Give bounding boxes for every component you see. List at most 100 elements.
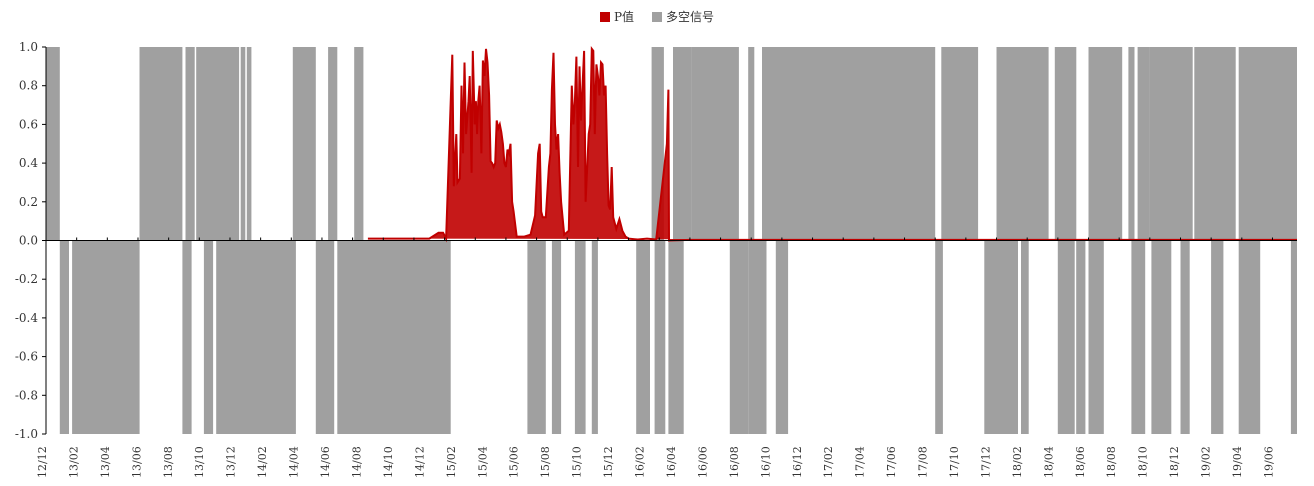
signal-bar xyxy=(1238,47,1297,241)
y-tick-label: 0.2 xyxy=(19,195,38,209)
signal-bar xyxy=(1290,240,1297,434)
x-tick-label: 14/12 xyxy=(413,446,426,478)
y-tick-label: 1.0 xyxy=(19,40,38,54)
signal-bar xyxy=(1088,240,1104,434)
signal-bar xyxy=(527,240,546,434)
x-tick-label: 16/12 xyxy=(791,446,804,478)
legend-label-p-value: P值 xyxy=(613,10,635,24)
signal-bar xyxy=(1057,240,1075,434)
signal-bar xyxy=(1131,240,1146,434)
legend-swatch-signal xyxy=(652,11,663,22)
legend-item-signal: 多空信号 xyxy=(652,8,714,25)
x-tick-label: 18/10 xyxy=(1137,446,1150,478)
signal-bar xyxy=(1211,240,1224,434)
signal-bar xyxy=(984,240,1018,434)
x-tick-label: 14/08 xyxy=(350,446,363,478)
signal-bar xyxy=(72,240,140,434)
signal-bar xyxy=(748,47,755,241)
signal-bar xyxy=(337,240,451,434)
x-tick-label: 13/02 xyxy=(67,446,80,478)
x-tick-label: 17/04 xyxy=(854,446,867,478)
signal-bar xyxy=(935,240,943,434)
signal-bar xyxy=(1088,47,1123,241)
x-tick-label: 15/10 xyxy=(571,446,584,478)
x-tick-label: 16/10 xyxy=(759,446,772,478)
signal-bar xyxy=(762,47,936,241)
signal-bar xyxy=(240,47,246,241)
signal-bar xyxy=(1137,47,1150,241)
y-tick-label: 0.6 xyxy=(19,117,38,131)
y-tick-label: 0.0 xyxy=(19,234,38,248)
x-tick-label: 16/02 xyxy=(634,446,647,478)
signal-bar xyxy=(46,47,60,241)
x-tick-label: 18/12 xyxy=(1168,446,1181,478)
signal-bar xyxy=(182,240,192,434)
signal-bar xyxy=(328,47,338,241)
x-tick-label: 14/10 xyxy=(382,446,395,478)
x-tick-label: 13/06 xyxy=(130,446,143,478)
signal-bar xyxy=(1180,240,1190,434)
signal-bar xyxy=(315,240,335,434)
x-tick-label: 17/10 xyxy=(948,446,961,478)
signal-bar xyxy=(748,240,761,434)
signal-bar xyxy=(996,47,1049,241)
x-tick-label: 15/02 xyxy=(445,446,458,478)
signal-bar xyxy=(673,47,692,241)
signal-bar xyxy=(574,240,586,434)
y-tick-label: -0.8 xyxy=(15,388,38,402)
legend-item-p-value: P值 xyxy=(599,8,635,25)
signal-bar xyxy=(775,240,789,434)
x-tick-label: 18/06 xyxy=(1074,446,1087,478)
y-tick-label: -0.6 xyxy=(15,350,38,364)
x-tick-label: 15/04 xyxy=(476,446,489,478)
x-tick-label: 19/04 xyxy=(1231,446,1244,478)
x-tick-label: 18/04 xyxy=(1042,446,1055,478)
x-tick-label: 16/06 xyxy=(696,446,709,478)
x-tick-label: 17/06 xyxy=(885,446,898,478)
legend: P值 多空信号 xyxy=(0,8,1314,25)
x-tick-label: 13/12 xyxy=(225,446,238,478)
signal-bar xyxy=(551,240,562,434)
signal-bar xyxy=(246,47,252,241)
x-tick-label: 13/04 xyxy=(99,446,112,478)
x-tick-label: 16/04 xyxy=(665,446,678,478)
signal-bar xyxy=(354,47,364,241)
signal-bar xyxy=(196,47,240,241)
y-tick-label: -0.4 xyxy=(15,311,39,325)
x-tick-label: 18/02 xyxy=(1011,446,1024,478)
signal-bar xyxy=(729,240,749,434)
x-tick-label: 14/04 xyxy=(288,446,301,478)
y-tick-label: 0.8 xyxy=(19,79,38,93)
y-tick-label: 0.4 xyxy=(19,156,38,170)
legend-label-signal: 多空信号 xyxy=(666,10,715,24)
y-tick-label: -0.2 xyxy=(15,272,38,286)
x-tick-label: 16/08 xyxy=(728,446,741,478)
signal-bar xyxy=(1054,47,1077,241)
signal-bar xyxy=(760,240,767,434)
signal-bar xyxy=(654,240,666,434)
signal-bar xyxy=(185,47,195,241)
signal-bar xyxy=(941,47,979,241)
x-tick-label: 19/02 xyxy=(1200,446,1213,478)
x-tick-label: 15/06 xyxy=(508,446,521,478)
signal-bar xyxy=(1151,240,1172,434)
signal-bar xyxy=(591,240,598,434)
x-tick-label: 19/06 xyxy=(1262,446,1275,478)
signal-bar xyxy=(1076,240,1086,434)
signal-bar xyxy=(1021,240,1029,434)
signal-bar xyxy=(59,240,69,434)
signal-bar xyxy=(203,240,214,434)
p-value-line xyxy=(367,45,1297,243)
signal-bar xyxy=(636,240,650,434)
x-tick-label: 13/08 xyxy=(162,446,175,478)
signal-bar xyxy=(691,47,739,241)
signal-bar xyxy=(1128,47,1135,241)
signal-bar xyxy=(216,240,296,434)
y-tick-label: -1.0 xyxy=(15,427,38,441)
x-tick-label: 15/08 xyxy=(539,446,552,478)
x-tick-label: 14/06 xyxy=(319,446,332,478)
x-tick-label: 18/08 xyxy=(1105,446,1118,478)
x-tick-label: 15/12 xyxy=(602,446,615,478)
